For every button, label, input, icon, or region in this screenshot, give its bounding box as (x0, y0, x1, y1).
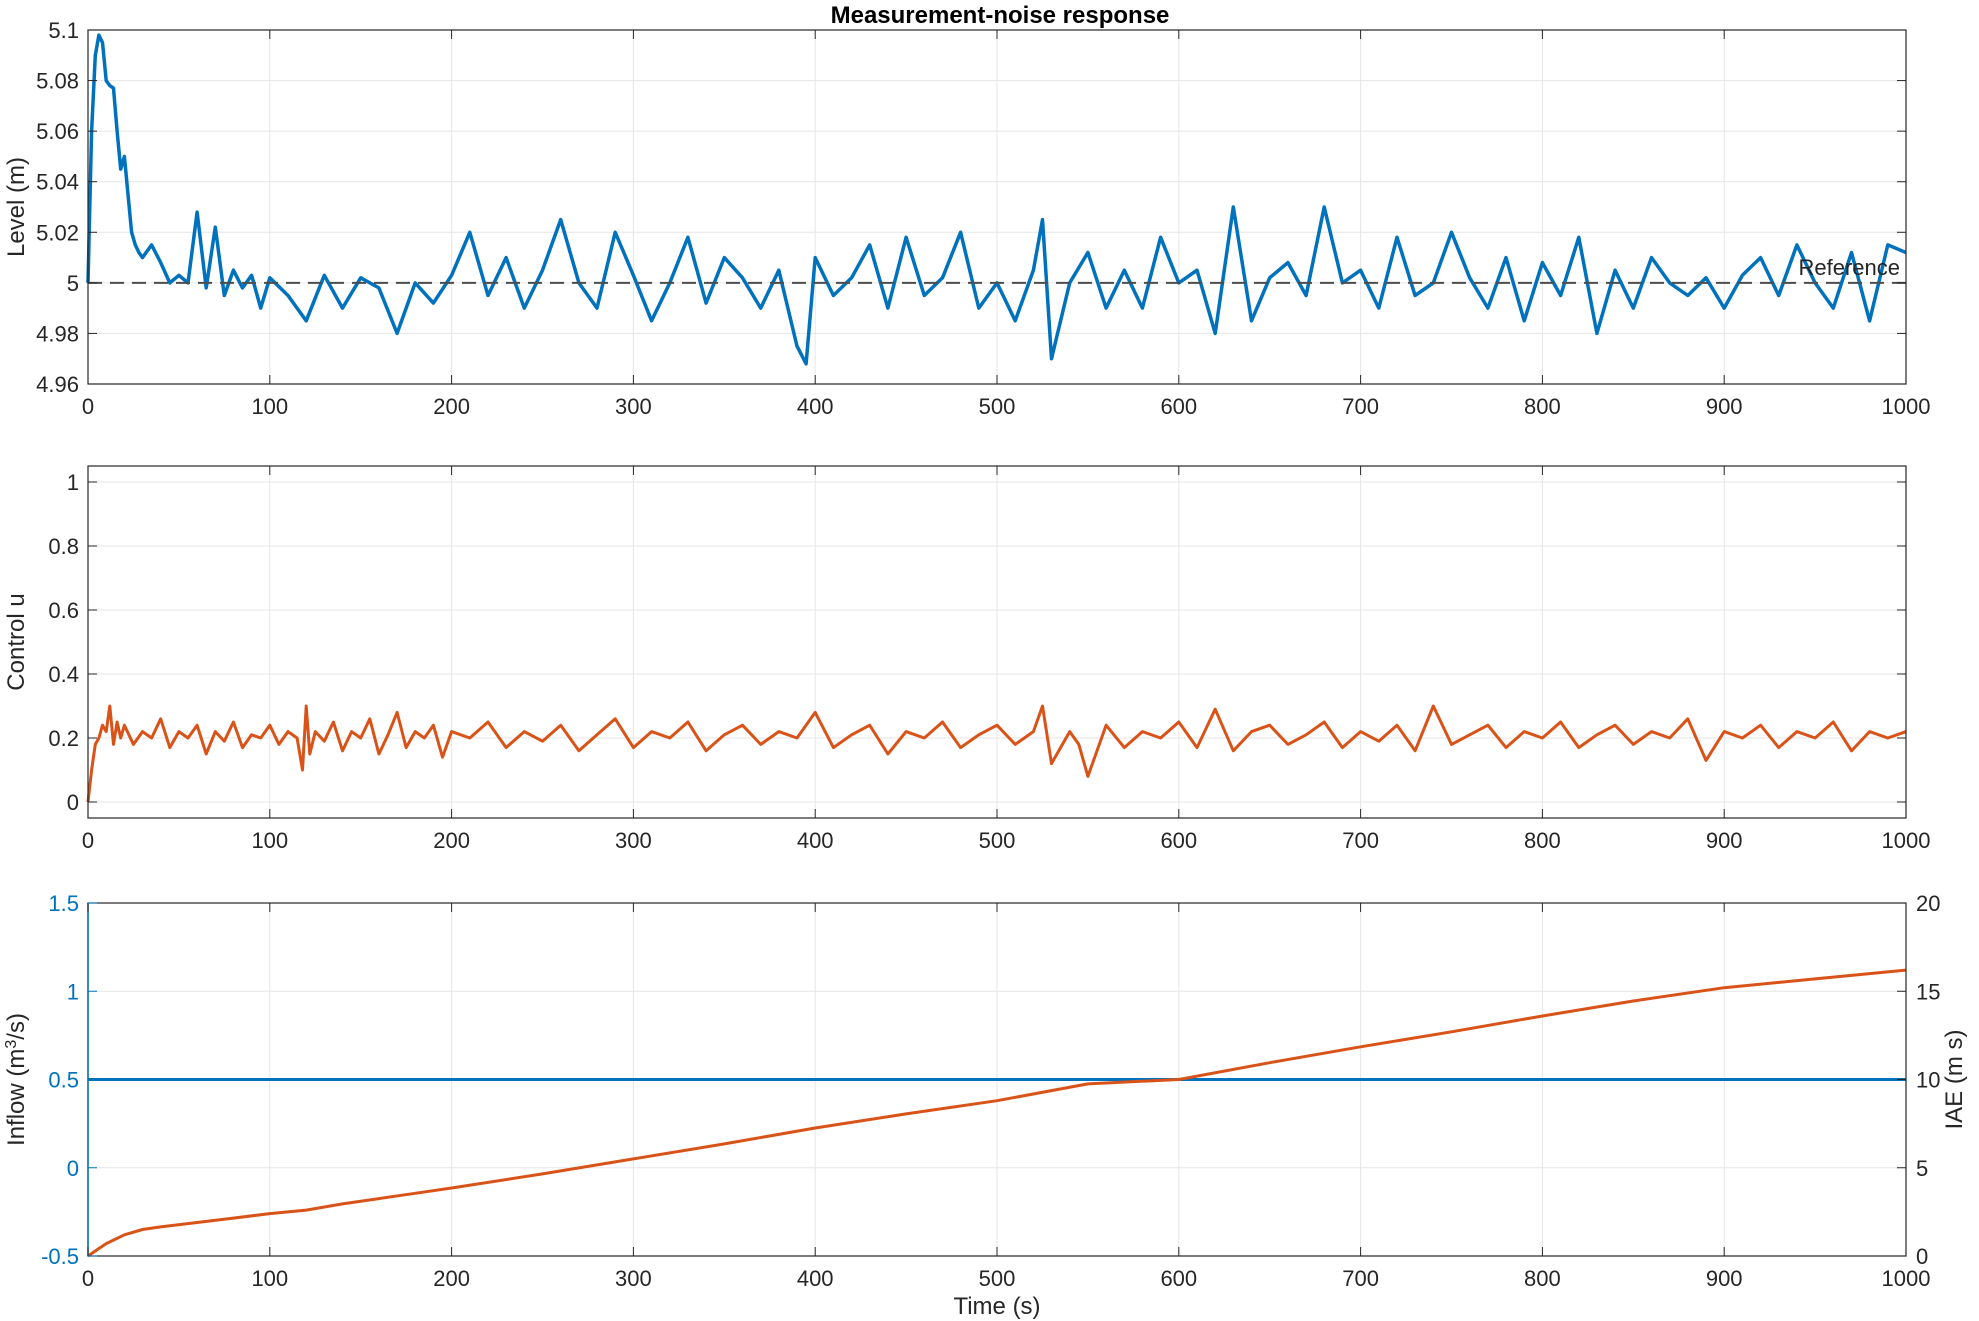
y-tick-label: 5 (67, 271, 79, 296)
y-right-tick-label: 5 (1916, 1156, 1928, 1181)
x-tick-label: 100 (251, 394, 288, 419)
y-axis-label: Inflow (m3/s) (3, 1013, 31, 1146)
x-tick-label: 0 (82, 1266, 94, 1291)
x-tick-label: 1000 (1882, 828, 1931, 853)
x-tick-label: 900 (1706, 1266, 1743, 1291)
y-tick-label: 1 (67, 470, 79, 495)
series-line-2 (87, 968, 1907, 1258)
y-tick-label: 0 (67, 1156, 79, 1181)
x-tick-label: 500 (979, 394, 1016, 419)
x-tick-label: 400 (797, 394, 834, 419)
x-tick-label: 200 (433, 828, 470, 853)
x-tick-label: 100 (251, 828, 288, 853)
x-tick-label: 700 (1342, 1266, 1379, 1291)
x-tick-label: 200 (433, 1266, 470, 1291)
y-tick-label: -0.5 (41, 1244, 79, 1269)
x-tick-label: 0 (82, 828, 94, 853)
y-tick-label: 1.5 (48, 891, 79, 916)
figure-title: Measurement-noise response (831, 2, 1170, 29)
x-tick-label: 800 (1524, 1266, 1561, 1291)
x-tick-label: 800 (1524, 394, 1561, 419)
x-tick-label: 300 (615, 394, 652, 419)
chart-panel-1: Reference 0 100 200 300 400 500 600 700 800 900 100… (3, 18, 1930, 419)
y-tick-label: 1 (67, 979, 79, 1004)
x-axis-label: Time (s) (953, 1293, 1040, 1320)
x-tick-label: 400 (797, 828, 834, 853)
x-tick-label: 500 (979, 828, 1016, 853)
x-tick-label: 0 (82, 394, 94, 419)
x-tick-label: 900 (1706, 828, 1743, 853)
y-right-tick-label: 10 (1916, 1068, 1940, 1093)
y-tick-label: 5.02 (36, 220, 79, 245)
x-tick-label: 1000 (1882, 394, 1931, 419)
y-right-tick-label: 20 (1916, 891, 1940, 916)
y-tick-label: 4.98 (36, 321, 79, 346)
y-tick-label: 5.08 (36, 69, 79, 94)
x-tick-label: 1000 (1882, 1266, 1931, 1291)
y-axis-label-superscript: 3 (3, 1040, 20, 1049)
y-tick-label: 4.96 (36, 372, 79, 397)
x-tick-label: 300 (615, 1266, 652, 1291)
y-axis-label-right: IAE (m s) (1941, 1030, 1968, 1130)
x-tick-label: 800 (1524, 828, 1561, 853)
y-axis-label: Level (m) (3, 157, 30, 257)
chart-panel-3: 0 100 200 300 400 500 600 700 800 900 1000-0.500.5… (3, 891, 1969, 1320)
x-tick-label: 100 (251, 1266, 288, 1291)
y-tick-label: 0.8 (48, 534, 79, 559)
x-tick-label: 200 (433, 394, 470, 419)
y-tick-label: 5.1 (48, 18, 79, 43)
x-tick-label: 600 (1160, 828, 1197, 853)
x-tick-label: 900 (1706, 394, 1743, 419)
x-tick-label: 600 (1160, 394, 1197, 419)
y-tick-label: 0 (67, 790, 79, 815)
x-tick-label: 600 (1160, 1266, 1197, 1291)
x-tick-label: 300 (615, 828, 652, 853)
x-tick-label: 700 (1342, 828, 1379, 853)
y-tick-label: 0.4 (48, 662, 79, 687)
y-tick-label: 0.5 (48, 1068, 79, 1093)
reference-label: Reference (1798, 255, 1900, 280)
y-tick-label: 5.04 (36, 170, 79, 195)
y-tick-label: 0.6 (48, 598, 79, 623)
chart-panel-2: 0 100 200 300 400 500 600 700 800 900 1000 0 0.2 0.4 0… (3, 465, 1931, 853)
y-tick-label: 5.06 (36, 119, 79, 144)
y-right-tick-label: 15 (1916, 979, 1940, 1004)
y-axis-label-part: Inflow (m (3, 1049, 30, 1146)
y-right-tick-label: 0 (1916, 1244, 1928, 1269)
y-axis-label: Control u (3, 593, 30, 690)
series-line-1 (86, 704, 1907, 803)
series-line-1 (86, 33, 1907, 366)
x-tick-label: 500 (979, 1266, 1016, 1291)
x-tick-label: 700 (1342, 394, 1379, 419)
y-tick-label: 0.2 (48, 726, 79, 751)
y-axis-label-part: /s) (3, 1013, 30, 1040)
x-tick-label: 400 (797, 1266, 834, 1291)
